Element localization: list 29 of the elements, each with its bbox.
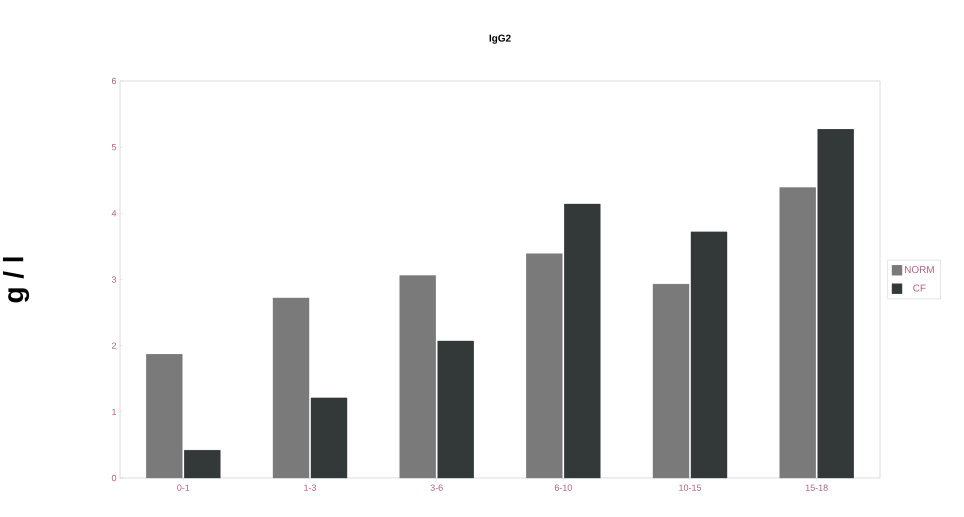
bar — [146, 354, 183, 478]
x-tick-label: 1-3 — [304, 484, 316, 491]
legend-label: CF — [913, 284, 926, 292]
bar — [310, 398, 348, 478]
bar — [652, 284, 690, 478]
bar — [690, 232, 728, 478]
y-tick-label: 3 — [112, 276, 116, 283]
x-tick-label: 6-10 — [554, 484, 572, 491]
bar — [437, 340, 474, 478]
y-tick-label: 2 — [112, 342, 116, 349]
x-tick-label: 15-18 — [806, 484, 828, 491]
legend-label: NORM — [905, 266, 934, 274]
y-tick-label: 6 — [112, 78, 116, 84]
bar — [817, 129, 854, 478]
y-axis-title: g / l — [2, 257, 30, 302]
bar — [184, 450, 221, 478]
bar — [399, 275, 436, 478]
bar — [779, 187, 816, 478]
y-tick-label: 5 — [112, 144, 116, 150]
chart-title: IgG2 — [490, 34, 511, 44]
y-tick-label: 1 — [112, 408, 116, 415]
bar — [564, 204, 601, 478]
bar — [526, 253, 563, 478]
y-tick-label: 4 — [112, 210, 116, 216]
x-tick-label: 0-1 — [177, 484, 190, 491]
y-tick-label: 0 — [112, 474, 116, 482]
bar — [272, 298, 310, 478]
x-tick-label: 10-15 — [679, 484, 702, 491]
x-tick-label: 3-6 — [430, 484, 443, 491]
